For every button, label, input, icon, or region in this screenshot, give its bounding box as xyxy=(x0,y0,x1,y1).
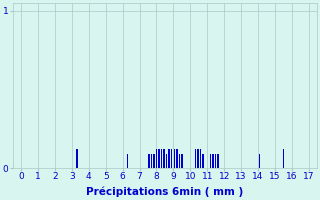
Bar xyxy=(215,154,216,168)
Bar xyxy=(176,149,178,168)
Bar xyxy=(179,154,180,168)
Bar xyxy=(218,154,219,168)
Bar xyxy=(161,149,162,168)
Bar xyxy=(171,149,172,168)
Bar xyxy=(166,154,167,168)
Bar xyxy=(153,154,155,168)
Bar xyxy=(158,149,160,168)
Bar xyxy=(197,149,199,168)
Bar xyxy=(148,154,150,168)
Bar xyxy=(127,154,129,168)
Bar xyxy=(210,154,212,168)
Bar xyxy=(168,149,170,168)
Bar xyxy=(212,154,214,168)
Bar xyxy=(173,149,175,168)
Bar xyxy=(195,149,196,168)
Bar xyxy=(163,149,165,168)
Bar xyxy=(202,154,204,168)
Bar xyxy=(151,154,152,168)
Bar xyxy=(181,154,183,168)
X-axis label: Précipitations 6min ( mm ): Précipitations 6min ( mm ) xyxy=(86,187,244,197)
Bar xyxy=(283,149,284,168)
Bar xyxy=(156,149,157,168)
Bar xyxy=(76,149,78,168)
Bar xyxy=(200,149,201,168)
Bar xyxy=(259,154,260,168)
